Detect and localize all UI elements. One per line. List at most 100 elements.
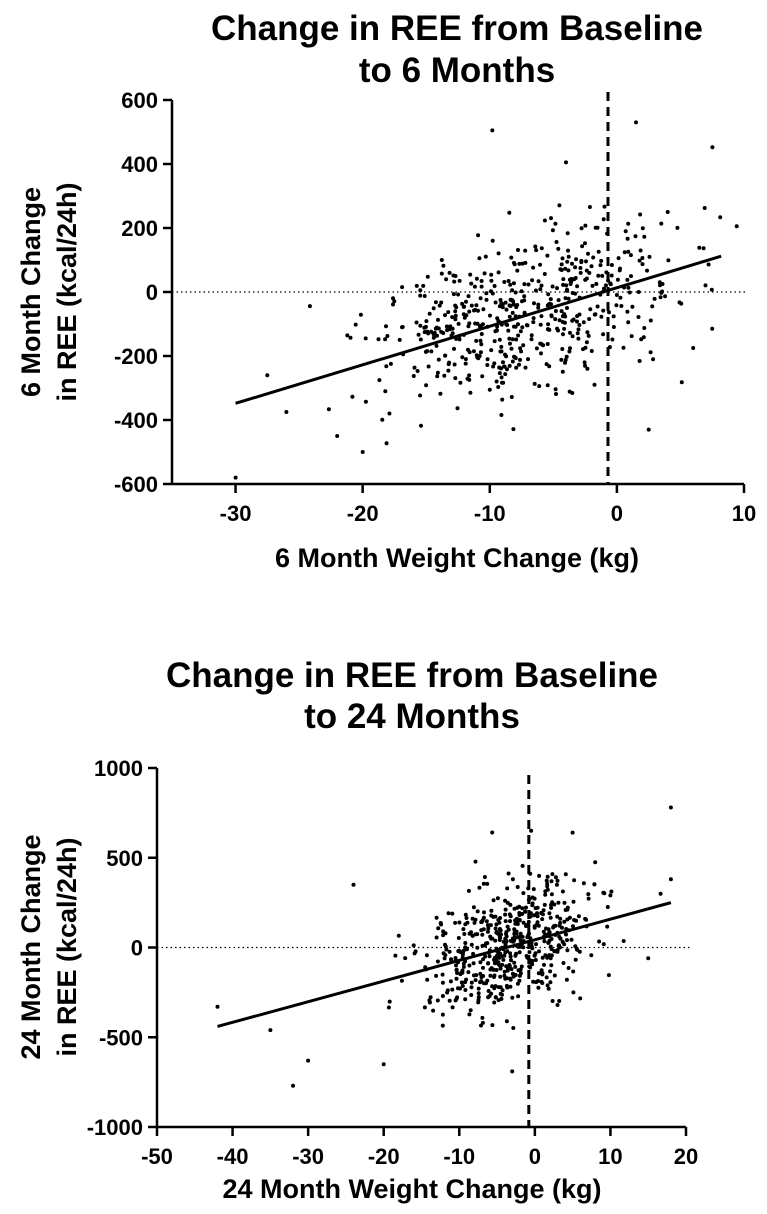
data-point bbox=[560, 320, 565, 324]
data-point bbox=[538, 287, 543, 292]
data-point bbox=[508, 304, 513, 308]
data-point bbox=[484, 291, 489, 296]
data-point bbox=[435, 333, 439, 338]
data-point bbox=[567, 389, 572, 394]
data-point bbox=[665, 210, 670, 214]
data-point bbox=[578, 270, 583, 275]
data-point bbox=[548, 915, 553, 920]
data-point bbox=[492, 967, 496, 972]
data-point bbox=[489, 991, 494, 996]
data-point bbox=[551, 925, 556, 930]
data-point bbox=[505, 924, 510, 929]
data-point bbox=[544, 926, 548, 931]
data-point bbox=[516, 333, 521, 338]
y-tick-label: -500 bbox=[99, 1025, 143, 1050]
data-point bbox=[538, 341, 543, 346]
data-point bbox=[533, 244, 538, 249]
data-point bbox=[488, 313, 492, 318]
data-point bbox=[451, 292, 456, 297]
data-point bbox=[434, 973, 439, 978]
data-point bbox=[418, 323, 423, 328]
data-point bbox=[539, 351, 543, 356]
data-point bbox=[589, 953, 594, 958]
y-axis-label-line-1: 24 Month Change bbox=[16, 834, 46, 1059]
data-point bbox=[427, 311, 432, 316]
data-point bbox=[506, 328, 511, 333]
data-point bbox=[596, 273, 601, 278]
data-point bbox=[534, 942, 538, 947]
data-point bbox=[645, 268, 649, 273]
data-point bbox=[498, 951, 503, 956]
data-point bbox=[509, 255, 514, 260]
data-point bbox=[660, 289, 665, 294]
data-point bbox=[485, 978, 490, 983]
data-point bbox=[499, 375, 504, 380]
data-point bbox=[536, 279, 541, 284]
data-point bbox=[490, 830, 495, 835]
data-point bbox=[592, 882, 597, 887]
data-point bbox=[506, 279, 511, 283]
data-point bbox=[573, 276, 578, 280]
data-point bbox=[565, 938, 569, 943]
data-point bbox=[559, 309, 564, 314]
data-point bbox=[512, 354, 516, 359]
data-point bbox=[558, 916, 563, 921]
data-point bbox=[437, 303, 442, 308]
data-point bbox=[453, 376, 458, 381]
data-point bbox=[668, 805, 673, 810]
data-point bbox=[609, 889, 614, 894]
data-point bbox=[561, 282, 566, 287]
data-point bbox=[486, 989, 491, 993]
data-point bbox=[504, 976, 509, 981]
data-point bbox=[514, 931, 519, 936]
data-point bbox=[571, 990, 576, 995]
data-point bbox=[710, 326, 715, 331]
data-point bbox=[526, 919, 531, 924]
data-point bbox=[502, 969, 507, 974]
data-point bbox=[629, 274, 633, 279]
data-point bbox=[473, 859, 478, 864]
data-point bbox=[414, 283, 419, 288]
data-point bbox=[634, 120, 638, 125]
data-point bbox=[510, 995, 515, 1000]
data-point bbox=[584, 276, 589, 281]
data-point bbox=[500, 397, 505, 402]
data-point bbox=[469, 930, 473, 935]
data-point bbox=[508, 341, 512, 346]
data-point bbox=[450, 911, 455, 916]
data-point bbox=[480, 1020, 485, 1025]
data-point bbox=[386, 1005, 391, 1010]
data-point bbox=[599, 258, 604, 263]
data-point bbox=[508, 954, 513, 959]
data-point bbox=[424, 383, 429, 388]
data-point bbox=[492, 339, 497, 344]
data-point bbox=[504, 931, 508, 936]
data-point bbox=[508, 297, 513, 302]
data-point bbox=[542, 218, 547, 223]
data-point bbox=[598, 263, 603, 268]
data-point bbox=[521, 920, 526, 925]
data-point bbox=[351, 882, 356, 887]
data-point bbox=[520, 863, 525, 868]
data-point bbox=[423, 324, 428, 329]
data-point bbox=[465, 376, 470, 381]
data-point bbox=[572, 878, 577, 883]
data-point bbox=[478, 960, 483, 965]
data-point bbox=[529, 333, 534, 338]
data-point bbox=[563, 872, 568, 877]
data-point bbox=[498, 966, 503, 971]
data-point bbox=[586, 251, 590, 256]
data-point bbox=[492, 1000, 497, 1005]
x-tick-label: 0 bbox=[611, 501, 623, 526]
data-point bbox=[626, 249, 631, 254]
data-point bbox=[464, 916, 469, 920]
data-point bbox=[475, 945, 480, 950]
data-point bbox=[477, 256, 482, 261]
data-point bbox=[566, 254, 571, 259]
data-point bbox=[434, 915, 439, 920]
data-point bbox=[532, 913, 537, 918]
data-point bbox=[499, 996, 504, 1001]
data-point bbox=[571, 899, 576, 904]
data-point bbox=[513, 964, 518, 969]
